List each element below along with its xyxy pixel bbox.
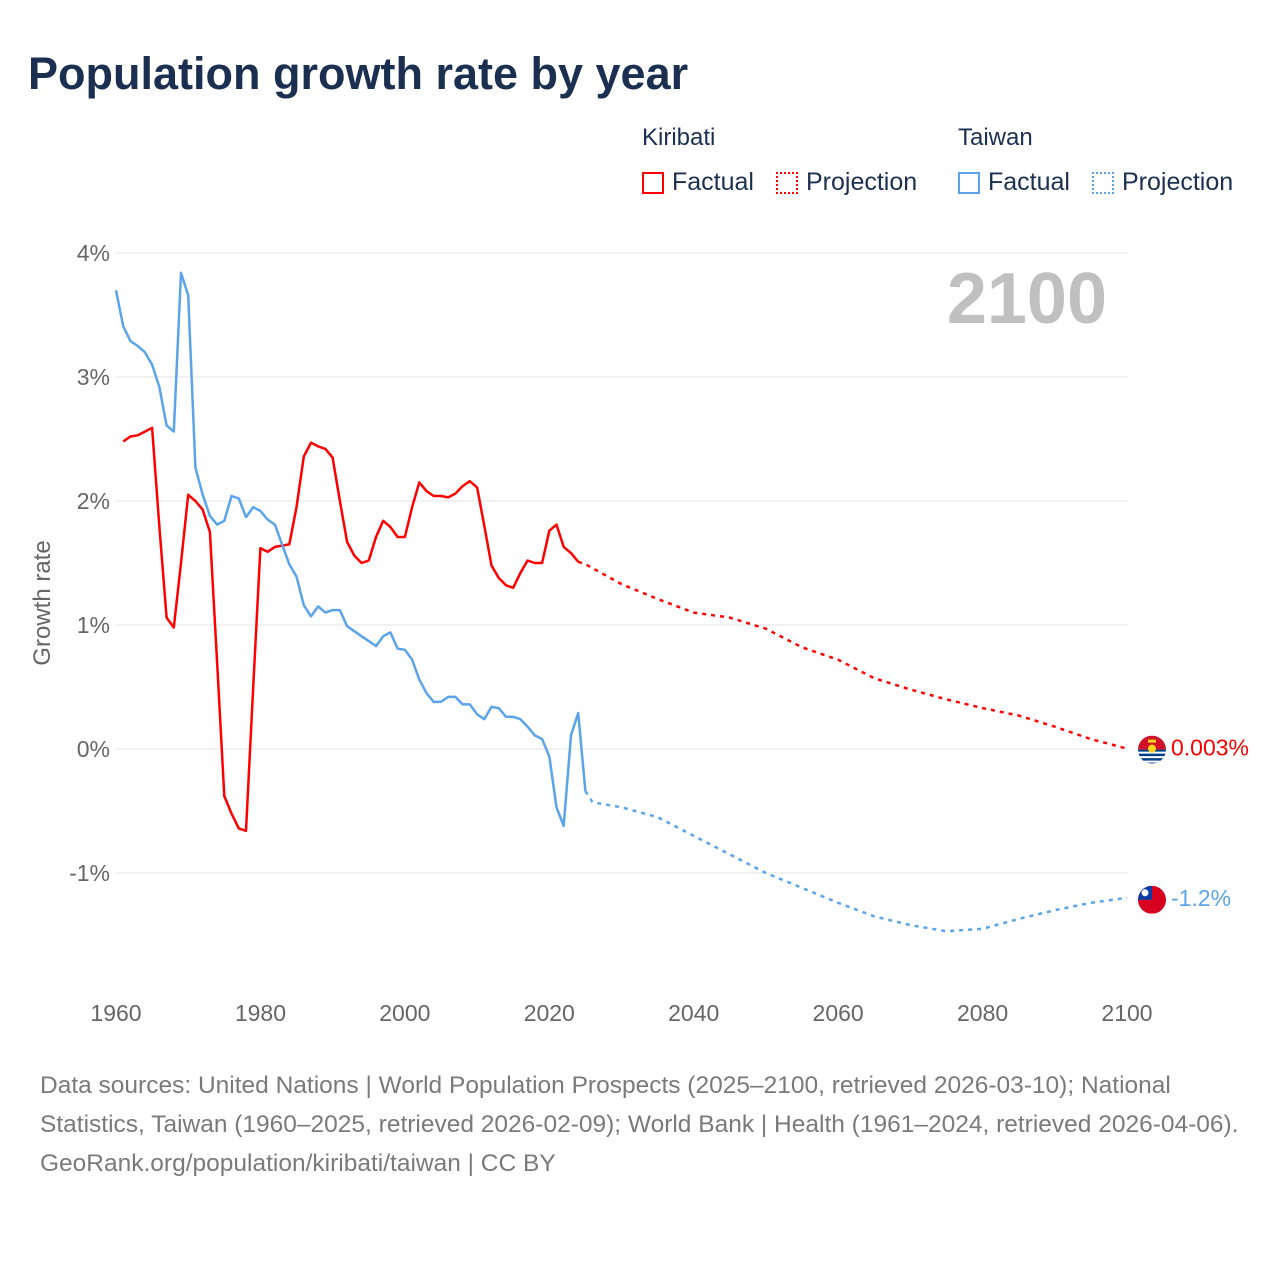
legend-label: Projection xyxy=(806,168,918,196)
x-tick-label: 2040 xyxy=(668,1000,719,1026)
y-tick-label: 0% xyxy=(77,736,110,762)
legend-swatch-solid xyxy=(642,171,664,194)
series-taiwan-factual xyxy=(114,271,587,828)
flag-bird xyxy=(1148,739,1156,743)
flag-body xyxy=(1138,735,1166,764)
y-tick-label: 4% xyxy=(77,240,110,266)
series-kiribati-factual xyxy=(122,426,580,833)
x-tick-label: 2100 xyxy=(1101,1000,1152,1026)
x-tick-label: 2020 xyxy=(524,1000,575,1026)
legend-group-kiribati: Kiribati xyxy=(642,124,716,151)
y-tick-label: 2% xyxy=(77,488,110,514)
y-tick-label: 1% xyxy=(77,612,110,638)
x-tick-label: 2060 xyxy=(813,1000,864,1026)
x-tick-label: 1980 xyxy=(235,1000,286,1026)
legend-kiribati-factual[interactable]: Factual xyxy=(642,168,754,197)
legend-label: Factual xyxy=(988,168,1070,196)
taiwan-flag-icon xyxy=(1138,885,1166,914)
kiribati-flag-icon xyxy=(1138,735,1166,764)
flag-wave xyxy=(1138,760,1166,763)
legend-taiwan-factual[interactable]: Factual xyxy=(958,168,1070,197)
flag-sun xyxy=(1148,744,1156,753)
series-taiwan-projection xyxy=(584,790,1128,933)
source-link[interactable]: GeoRank.org/population/kiribati/taiwan |… xyxy=(40,1150,556,1177)
x-tick-label: 2000 xyxy=(379,1000,430,1026)
legend-swatch-solid xyxy=(958,171,980,194)
legend-swatch-dotted xyxy=(776,171,798,194)
legend-swatch-dotted xyxy=(1092,171,1114,194)
footer: Data sources: United Nations | World Pop… xyxy=(40,1066,1250,1183)
flag-body xyxy=(1138,885,1166,914)
flag-sun xyxy=(1141,889,1149,897)
legend-kiribati-projection[interactable]: Projection xyxy=(776,168,917,197)
end-value-label: -1.2% xyxy=(1171,885,1231,911)
x-tick-label: 2080 xyxy=(957,1000,1008,1026)
legend-group-taiwan: Taiwan xyxy=(958,124,1033,151)
year-label: 2100 xyxy=(947,259,1107,339)
legend-label: Factual xyxy=(672,168,754,196)
y-axis-label: Growth rate xyxy=(29,540,56,665)
flag-wave xyxy=(1138,756,1166,759)
x-tick-label: 1960 xyxy=(90,1000,141,1026)
y-tick-label: -1% xyxy=(69,860,110,886)
legend-label: Projection xyxy=(1122,168,1234,196)
legend-taiwan-projection[interactable]: Projection xyxy=(1092,168,1233,197)
line-chart: 4% 3% 2% 1% 0% -1% 1960 1980 2000 2020 2040 2060 208… xyxy=(29,240,1249,1026)
end-value-label: 0.003% xyxy=(1171,735,1249,761)
series-kiribati-projection xyxy=(577,560,1128,750)
y-tick-label: 3% xyxy=(77,364,110,390)
data-sources: Data sources: United Nations | World Pop… xyxy=(40,1072,1239,1138)
chart-title: Population growth rate by year xyxy=(28,48,689,99)
